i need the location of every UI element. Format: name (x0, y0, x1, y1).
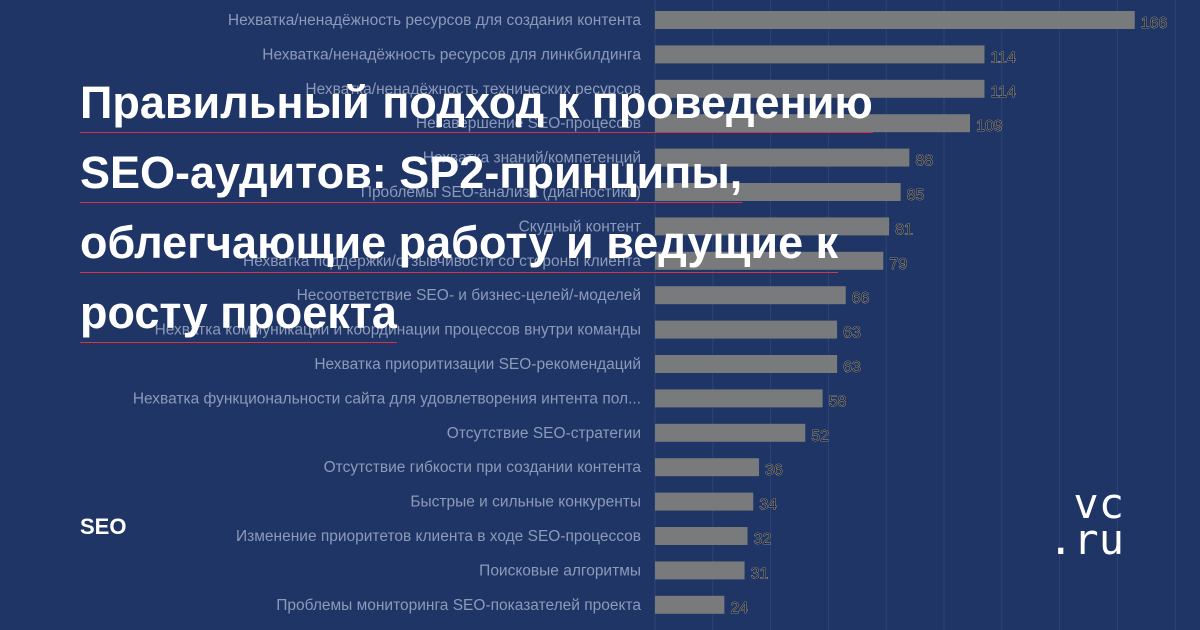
chart-bar (655, 79, 985, 98)
chart-bars (655, 11, 1135, 614)
chart-bar (655, 492, 754, 511)
value-label: 52 (811, 428, 829, 445)
chart-category-labels: Нехватка/ненадёжность ресурсов для созда… (133, 12, 642, 614)
chart-bar (655, 114, 971, 133)
chart-bar (655, 423, 806, 442)
value-label: 31 (751, 565, 769, 582)
vc-ru-logo[interactable]: vc .ru (1044, 479, 1124, 564)
article-title-line-2: SEO-аудитов: SP2-принципы, (80, 147, 743, 198)
article-title-line-1: Правильный подход к проведению (80, 77, 873, 128)
category-label: Нехватка/ненадёжность ресурсов для созда… (228, 12, 641, 29)
value-label: 79 (889, 256, 907, 273)
category-label: Быстрые и сильные конкуренты (410, 494, 641, 511)
chart-value-labels: 166 114 114 109 88 85 81 79 66 63 63 58 52 36 34 32 31 24 (730, 15, 1168, 617)
value-label: 109 (976, 118, 1003, 135)
chart-bar (655, 148, 910, 167)
category-label: Нехватка/ненадёжность ресурсов для линкб… (262, 46, 641, 63)
value-label: 85 (907, 187, 925, 204)
value-label: 34 (759, 497, 777, 514)
category-label: Незавершение SEO-процессов (416, 115, 641, 132)
value-label: 88 (915, 153, 933, 170)
category-label: Скудный контент (519, 218, 641, 235)
chart-bar (655, 217, 890, 236)
value-label: 24 (730, 600, 748, 617)
chart-bar (655, 595, 725, 614)
article-title-line-4: росту проекта (80, 287, 397, 338)
value-label: 58 (829, 393, 847, 410)
chart-bar (655, 527, 748, 545)
category-label: Нехватка поддержки/отзывчивости со сторо… (243, 253, 641, 270)
category-label: Изменение приоритетов клиента в ходе SEO… (236, 528, 641, 545)
chart-bar (655, 286, 846, 305)
logo-line-2: .ru (1048, 515, 1124, 564)
value-label: 63 (843, 325, 861, 342)
value-label: 66 (852, 290, 870, 307)
value-label: 81 (895, 221, 913, 238)
value-label: 166 (1141, 15, 1168, 32)
category-label: Нехватка знаний/компетенций (423, 150, 641, 167)
value-label: 36 (765, 462, 783, 479)
value-label: 114 (990, 49, 1016, 66)
chart-bar (655, 320, 838, 339)
chart-gridlines (654, 0, 1176, 630)
value-label: 32 (753, 531, 771, 548)
category-tag[interactable]: SEO (80, 514, 127, 539)
chart-bar (655, 458, 760, 477)
chart-bar (655, 355, 838, 373)
category-label: Нехватка функциональности сайта для удов… (133, 390, 641, 407)
category-label: Поисковые алгоритмы (479, 562, 641, 579)
category-label: Несоответствие SEO- и бизнес-целей/-моде… (297, 287, 641, 304)
chart-bar (655, 251, 884, 270)
category-label: Нехватка приоритизации SEO-рекомендаций (314, 356, 641, 373)
chart-bar (655, 45, 985, 64)
chart-bar (655, 11, 1135, 29)
article-title[interactable]: Правильный подход к проведению SEO-аудит… (80, 68, 1040, 348)
chart-bar (655, 183, 901, 201)
value-label: 63 (843, 359, 861, 376)
category-label: Проблемы SEO-анализа (диагностики) (361, 184, 641, 201)
category-label: Проблемы мониторинга SEO-показателей про… (276, 597, 641, 614)
article-title-line-3: облегчающие работу и ведущие к (80, 217, 839, 268)
category-label: Нехватка коммуникации и координации проц… (155, 322, 641, 339)
category-label: Нехватка/ненадёжность технических ресурс… (305, 81, 641, 98)
chart-bar (655, 561, 745, 580)
logo-line-1: vc (1073, 479, 1124, 528)
value-label: 114 (990, 84, 1016, 101)
chart-bar (655, 389, 823, 408)
category-label: Отсутствие SEO-стратегии (447, 425, 641, 442)
category-label: Отсутствие гибкости при создании контент… (324, 459, 642, 476)
